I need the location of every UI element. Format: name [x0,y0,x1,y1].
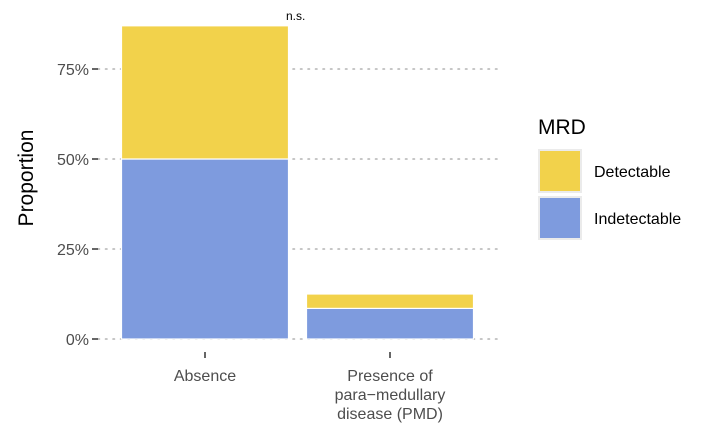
legend-label: Indetectable [594,211,681,228]
y-axis-title: Proportion [15,130,38,227]
y-tick-label: 0% [66,332,89,349]
legend-key-indetectable [540,198,580,238]
x-tick-label: Presence of para−medullary disease (PMD) [335,368,446,423]
bars [120,25,475,340]
bar-segment-detectable [305,293,475,309]
legend-title: MRD [538,116,586,139]
legend-key-detectable [540,151,580,191]
x-tick-label: Absence [174,368,236,385]
legend: MRD Detectable Indetectable [538,116,681,240]
y-tick-label: 25% [57,242,89,259]
y-tick-label: 75% [57,62,89,79]
significance-annotation: n.s. [286,9,305,23]
y-axis: 0% 25% 50% 75% [57,62,98,349]
bar-segment-indetectable [120,158,290,340]
bar-segment-detectable [120,25,290,160]
bar-segment-indetectable [305,307,475,340]
y-tick-label: 50% [57,152,89,169]
x-axis: Absence Presence of para−medullary disease … [174,352,446,423]
legend-label: Detectable [594,164,671,181]
